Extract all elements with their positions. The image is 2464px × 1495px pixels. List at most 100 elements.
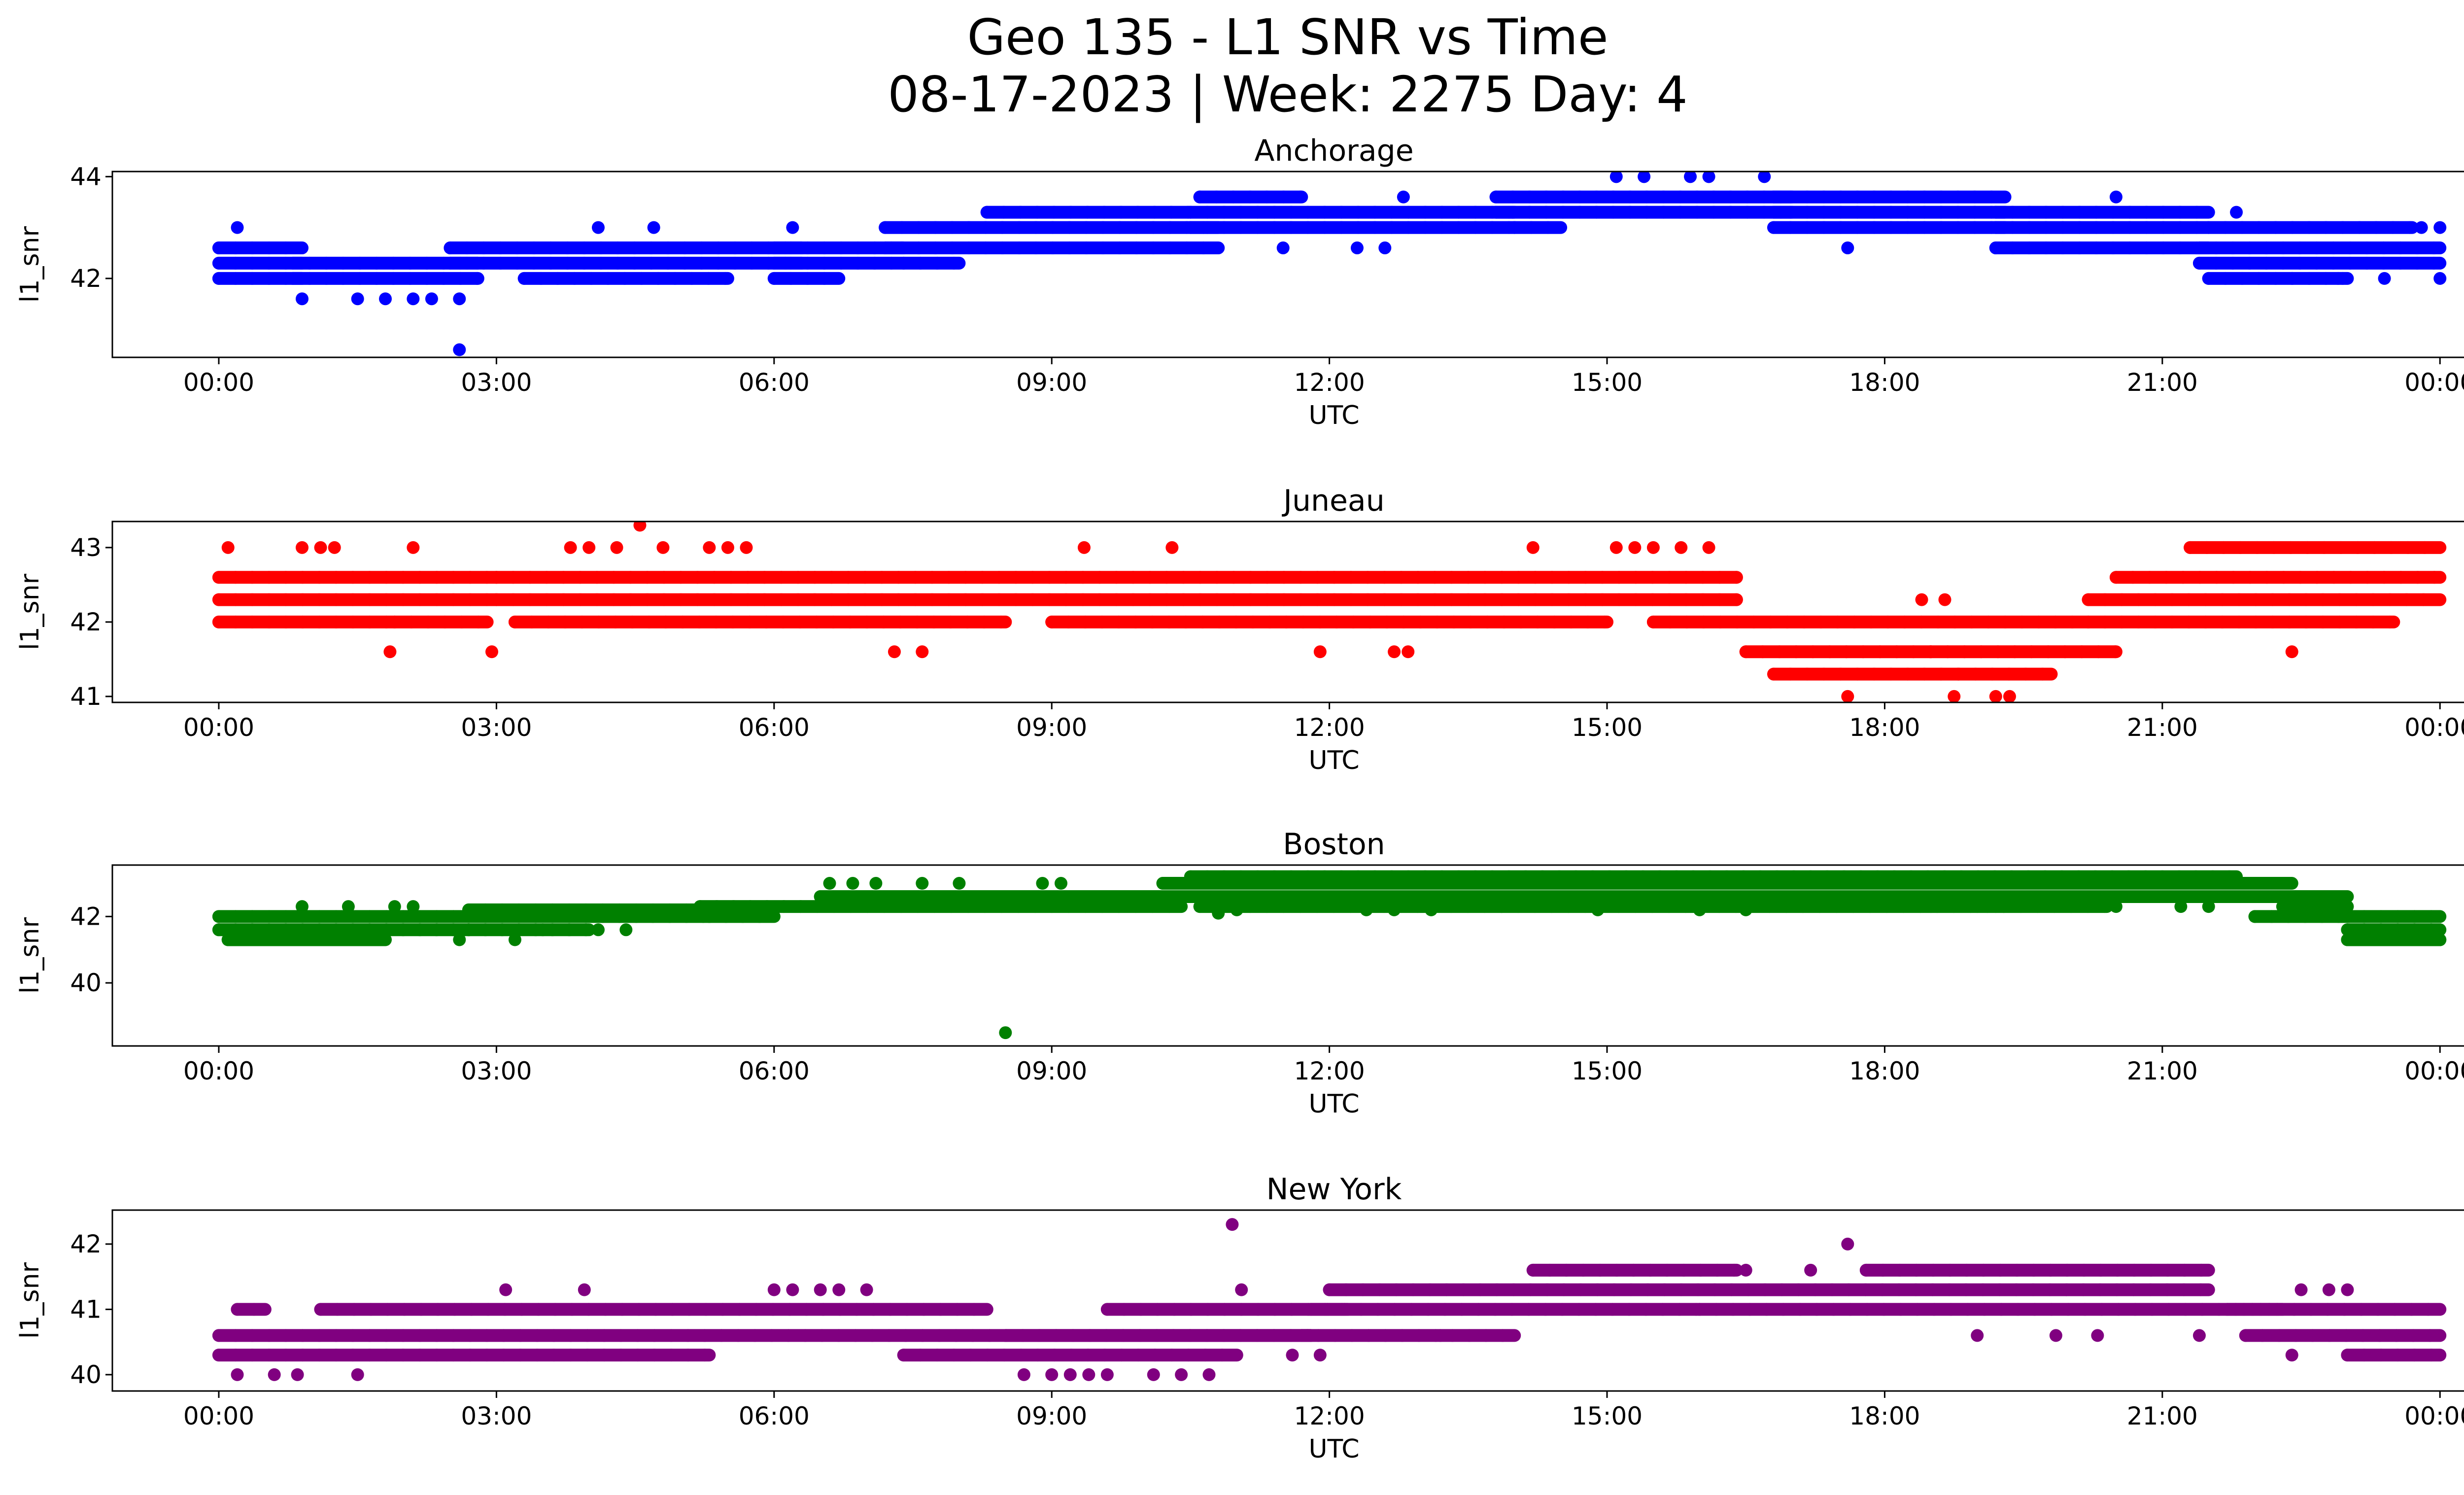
anchorage-data-point bbox=[1096, 241, 1110, 254]
juneau-data-point bbox=[2025, 645, 2038, 659]
juneau-data-point bbox=[692, 615, 706, 628]
boston-data-point bbox=[1804, 870, 1817, 883]
anchorage-data-point bbox=[2410, 256, 2424, 270]
boston-data-point bbox=[1887, 870, 1901, 883]
anchorage-data-point bbox=[1508, 221, 1521, 234]
anchorage-data-point bbox=[678, 256, 691, 270]
boston-data-point bbox=[2282, 910, 2295, 923]
new-york-data-point bbox=[2110, 1283, 2123, 1296]
new-york-data-point bbox=[1825, 1283, 1839, 1296]
boston-data-point bbox=[2374, 923, 2388, 937]
boston-data-point bbox=[1659, 890, 1672, 903]
anchorage-data-point bbox=[2269, 272, 2282, 285]
boston-data-point bbox=[2228, 890, 2242, 903]
boston-data-point bbox=[1676, 890, 1689, 903]
anchorage-data-point bbox=[337, 272, 350, 285]
anchorage-data-point bbox=[678, 241, 691, 254]
boston-data-point bbox=[1184, 870, 1197, 883]
juneau-data-point bbox=[1026, 593, 1039, 606]
juneau-data-point bbox=[245, 571, 259, 584]
new-york-data-point bbox=[497, 1329, 510, 1342]
anchorage-data-point bbox=[1385, 206, 1398, 219]
juneau-data-point bbox=[1163, 615, 1176, 628]
boston-data-point bbox=[305, 933, 318, 946]
juneau-data-point bbox=[1884, 667, 1898, 681]
boston-data-point bbox=[1541, 890, 1555, 903]
anchorage-data-point bbox=[2377, 241, 2390, 254]
new-york-data-point bbox=[2256, 1329, 2269, 1342]
boston-data-point bbox=[430, 910, 443, 923]
anchorage-data-point bbox=[1046, 241, 1060, 254]
new-york-data-point bbox=[1345, 1329, 1359, 1342]
new-york-data-point bbox=[2321, 1303, 2334, 1316]
anchorage-data-point bbox=[303, 256, 316, 270]
boston-data-point bbox=[2408, 933, 2421, 946]
juneau-data-point bbox=[1414, 615, 1427, 628]
new-york-data-point bbox=[716, 1303, 729, 1316]
boston-data-point bbox=[2265, 910, 2278, 923]
new-york-data-point bbox=[247, 1303, 261, 1316]
anchorage-subplot-title: Anchorage bbox=[1254, 134, 1413, 168]
anchorage-data-point bbox=[996, 241, 1009, 254]
new-york-data-point bbox=[2112, 1303, 2125, 1316]
new-york-data-point bbox=[1758, 1283, 1772, 1296]
boston-data-point bbox=[1612, 900, 1625, 913]
boston-data-point bbox=[2128, 890, 2141, 903]
juneau-data-point bbox=[1596, 593, 1609, 606]
boston-data-point bbox=[2064, 900, 2078, 913]
new-york-data-point bbox=[1859, 1263, 1873, 1277]
juneau-data-point bbox=[2243, 571, 2257, 584]
juneau-data-point bbox=[877, 615, 890, 628]
juneau-data-point bbox=[1901, 667, 1915, 681]
anchorage-data-point bbox=[1525, 221, 1538, 234]
juneau-data-point bbox=[994, 615, 1007, 628]
new-york-x-tick-label: 03:00 bbox=[461, 1402, 532, 1430]
juneau-data-point bbox=[1060, 571, 1073, 584]
anchorage-data-point bbox=[1590, 206, 1603, 219]
juneau-data-point bbox=[925, 571, 939, 584]
new-york-data-point bbox=[1876, 1283, 1889, 1296]
juneau-data-point bbox=[709, 615, 722, 628]
anchorage-data-point bbox=[2022, 241, 2036, 254]
juneau-data-point bbox=[1380, 615, 1394, 628]
anchorage-data-point bbox=[801, 272, 814, 285]
anchorage-outlier-point bbox=[1397, 190, 1410, 204]
juneau-data-point bbox=[296, 615, 309, 628]
juneau-data-point bbox=[379, 593, 393, 606]
juneau-data-point bbox=[507, 571, 520, 584]
anchorage-data-point bbox=[979, 241, 992, 254]
new-york-outlier-point bbox=[1063, 1368, 1077, 1381]
anchorage-data-point bbox=[578, 256, 591, 270]
juneau-outlier-point bbox=[656, 541, 670, 554]
boston-data-point bbox=[1098, 890, 1112, 903]
juneau-data-point bbox=[659, 615, 672, 628]
juneau-data-point bbox=[1696, 593, 1710, 606]
anchorage-data-point bbox=[912, 241, 925, 254]
new-york-data-point bbox=[2010, 1263, 2023, 1277]
juneau-data-point bbox=[430, 571, 443, 584]
boston-data-point bbox=[1519, 870, 1532, 883]
boston-data-point bbox=[2031, 900, 2044, 913]
new-york-data-point bbox=[1675, 1283, 1688, 1296]
boston-data-point bbox=[2111, 890, 2124, 903]
boston-data-point bbox=[1452, 870, 1465, 883]
boston-data-point bbox=[894, 900, 908, 913]
boston-x-tick-label: 06:00 bbox=[739, 1057, 810, 1085]
new-york-data-point bbox=[1167, 1303, 1181, 1316]
anchorage-data-point bbox=[1418, 206, 1432, 219]
boston-data-point bbox=[1458, 890, 1471, 903]
new-york-data-point bbox=[1994, 1303, 2008, 1316]
new-york-subplot-title: New York bbox=[1266, 1172, 1402, 1207]
juneau-data-point bbox=[726, 615, 739, 628]
new-york-data-point bbox=[1031, 1349, 1044, 1362]
juneau-data-point bbox=[843, 615, 856, 628]
juneau-data-point bbox=[959, 593, 972, 606]
juneau-outlier-point bbox=[721, 541, 734, 554]
anchorage-data-point bbox=[2192, 256, 2206, 270]
juneau-data-point bbox=[842, 571, 855, 584]
juneau-data-point bbox=[825, 571, 838, 584]
juneau-outlier-point bbox=[1989, 690, 2002, 702]
anchorage-data-point bbox=[561, 241, 574, 254]
juneau-data-point bbox=[1210, 571, 1224, 584]
new-york-data-point bbox=[1977, 1263, 1990, 1277]
